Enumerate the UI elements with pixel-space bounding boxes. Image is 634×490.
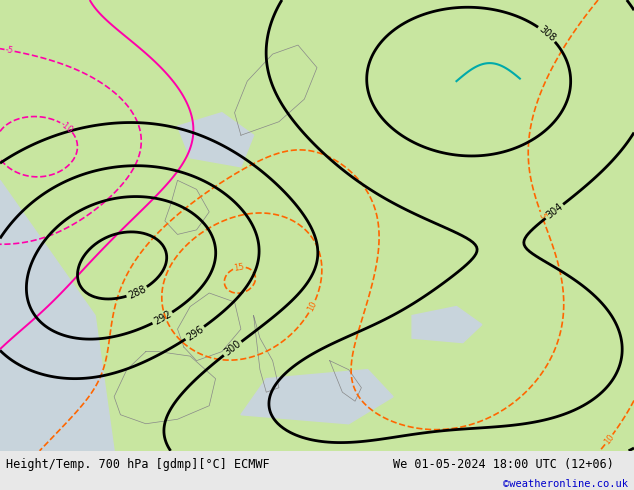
Text: -10: -10	[58, 119, 75, 135]
Text: 292: 292	[152, 309, 173, 327]
Text: ©weatheronline.co.uk: ©weatheronline.co.uk	[503, 479, 628, 489]
Polygon shape	[178, 113, 254, 167]
Text: 296: 296	[184, 324, 205, 343]
Text: -5: -5	[4, 45, 15, 55]
Text: 15: 15	[233, 262, 245, 272]
Polygon shape	[0, 180, 114, 451]
Polygon shape	[241, 369, 393, 424]
Text: 304: 304	[544, 202, 565, 221]
Text: Height/Temp. 700 hPa [gdmp][°C] ECMWF: Height/Temp. 700 hPa [gdmp][°C] ECMWF	[6, 458, 270, 471]
Text: We 01-05-2024 18:00 UTC (12+06): We 01-05-2024 18:00 UTC (12+06)	[393, 458, 614, 471]
Text: 308: 308	[537, 24, 557, 44]
Text: 5: 5	[536, 211, 547, 219]
Text: 300: 300	[223, 339, 243, 358]
Text: 288: 288	[127, 284, 148, 301]
Text: 10: 10	[602, 433, 616, 446]
Polygon shape	[412, 307, 482, 343]
Text: 10: 10	[306, 299, 319, 313]
